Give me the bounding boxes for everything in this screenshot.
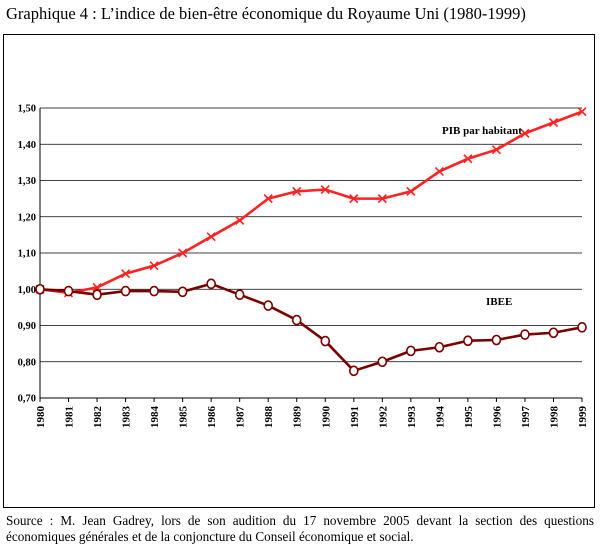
marker-stroke (206, 232, 216, 242)
x-tick-label: 1984 (149, 406, 161, 429)
y-tick-label: 0,90 (18, 321, 36, 332)
ibee-data-point (291, 314, 302, 326)
marker-stroke (520, 128, 530, 138)
ibee-data-point (348, 365, 359, 377)
ibee-data-point (206, 278, 216, 290)
marker-stroke (491, 145, 501, 155)
pib-data-point (263, 194, 273, 204)
y-tick-label: 1,40 (18, 140, 36, 151)
ibee-data-point (406, 345, 416, 357)
marker-stroke (320, 184, 330, 195)
marker-stroke (463, 154, 473, 164)
pib-data-point (548, 117, 559, 128)
x-tick-label: 1993 (406, 406, 418, 429)
chart-title: Graphique 4 : L’indice de bien-être écon… (6, 4, 526, 23)
x-axis-ticks: 1980 1981 1982 1983 1984 1985 1986 1987 1988 1989… (35, 398, 589, 428)
source-note: Source : M. Jean Gadrey, lors de son aud… (6, 513, 594, 544)
pib-series-line (39, 110, 583, 295)
ibee-data-point (63, 285, 74, 297)
x-tick-label: 1996 (491, 406, 503, 429)
x-tick-label: 1983 (121, 406, 133, 429)
ibee-data-point (434, 341, 445, 353)
pib-data-point (235, 215, 245, 225)
pib-data-point (320, 184, 330, 195)
pib-data-point (178, 248, 188, 258)
marker-stroke (178, 248, 188, 258)
ibee-data-point (120, 285, 131, 297)
x-tick-label: 1997 (520, 406, 532, 429)
series-labels: PIB par habitant IBEE (442, 125, 522, 308)
y-tick-label: 1,00 (18, 285, 36, 296)
line-chart: 0,70 0,80 0,90 1,00 1,10 1,20 1,30 1,40 1,50 198… (18, 104, 589, 429)
pib-data-point (149, 261, 159, 271)
x-tick-label: 1985 (178, 406, 190, 429)
x-tick-label: 1994 (434, 406, 446, 429)
ibee-data-point (377, 356, 388, 368)
marker-stroke (121, 269, 131, 279)
ibee-data-point (177, 286, 188, 298)
pib-data-point (520, 128, 530, 138)
x-tick-label: 1981 (64, 406, 76, 428)
x-tick-label: 1990 (320, 406, 332, 429)
chart-frame: 0,70 0,80 0,90 1,00 1,10 1,20 1,30 1,40 1,50 198… (3, 34, 595, 508)
ibee-data-point (491, 334, 502, 346)
y-tick-label: 1,50 (18, 104, 36, 115)
marker-stroke (92, 282, 102, 293)
ibee-data-point (234, 289, 245, 300)
series-group (35, 107, 587, 377)
y-tick-label: 1,30 (18, 176, 36, 187)
ibee-data-point (320, 335, 331, 347)
pib-data-point (206, 232, 216, 242)
y-tick-label: 1,10 (18, 249, 36, 260)
x-tick-label: 1980 (35, 406, 47, 429)
y-tick-label: 0,70 (18, 394, 36, 405)
pib-data-point (377, 194, 387, 204)
x-tick-label: 1999 (577, 406, 589, 429)
marker-stroke (263, 194, 273, 204)
pib-data-point (463, 154, 473, 164)
ibee-data-point (35, 283, 45, 295)
marker-stroke (149, 261, 159, 271)
y-tick-label: 0,80 (18, 357, 36, 368)
marker-stroke (292, 186, 302, 196)
pib-data-point (349, 194, 359, 204)
marker-stroke (377, 194, 387, 204)
pib-data-point (92, 282, 102, 293)
ibee-data-point (463, 335, 473, 347)
x-tick-label: 1995 (463, 406, 475, 429)
x-tick-label: 1989 (292, 406, 304, 429)
ibee-series-label: IBEE (486, 296, 512, 308)
ibee-data-point (548, 327, 559, 339)
x-tick-label: 1982 (92, 406, 104, 429)
pib-data-point (121, 269, 131, 279)
ibee-data-point (92, 289, 102, 300)
ibee-data-point (263, 300, 274, 311)
ibee-data-point (520, 329, 530, 340)
marker-stroke (577, 107, 587, 117)
x-tick-label: 1991 (349, 406, 361, 428)
y-axis-ticks: 0,70 0,80 0,90 1,00 1,10 1,20 1,30 1,40 1,50 (18, 104, 36, 405)
x-tick-label: 1992 (377, 406, 389, 429)
marker-stroke (406, 186, 416, 196)
x-tick-label: 1986 (206, 406, 218, 429)
marker-stroke (235, 215, 245, 225)
x-tick-label: 1998 (548, 406, 560, 429)
pib-data-point (491, 145, 501, 155)
marker-stroke (349, 194, 359, 204)
marker-stroke (434, 166, 444, 177)
marker-stroke (548, 117, 559, 128)
pib-data-point (434, 166, 444, 177)
pib-data-point (406, 186, 416, 196)
pib-data-point (292, 186, 302, 196)
ibee-data-point (149, 285, 159, 297)
grid-lines (39, 107, 582, 399)
x-tick-label: 1987 (235, 406, 247, 429)
pib-data-point (577, 107, 587, 117)
x-tick-label: 1988 (263, 406, 275, 429)
ibee-data-point (577, 322, 587, 333)
pib-series-label: PIB par habitant (442, 125, 522, 137)
y-tick-label: 1,20 (18, 212, 36, 223)
